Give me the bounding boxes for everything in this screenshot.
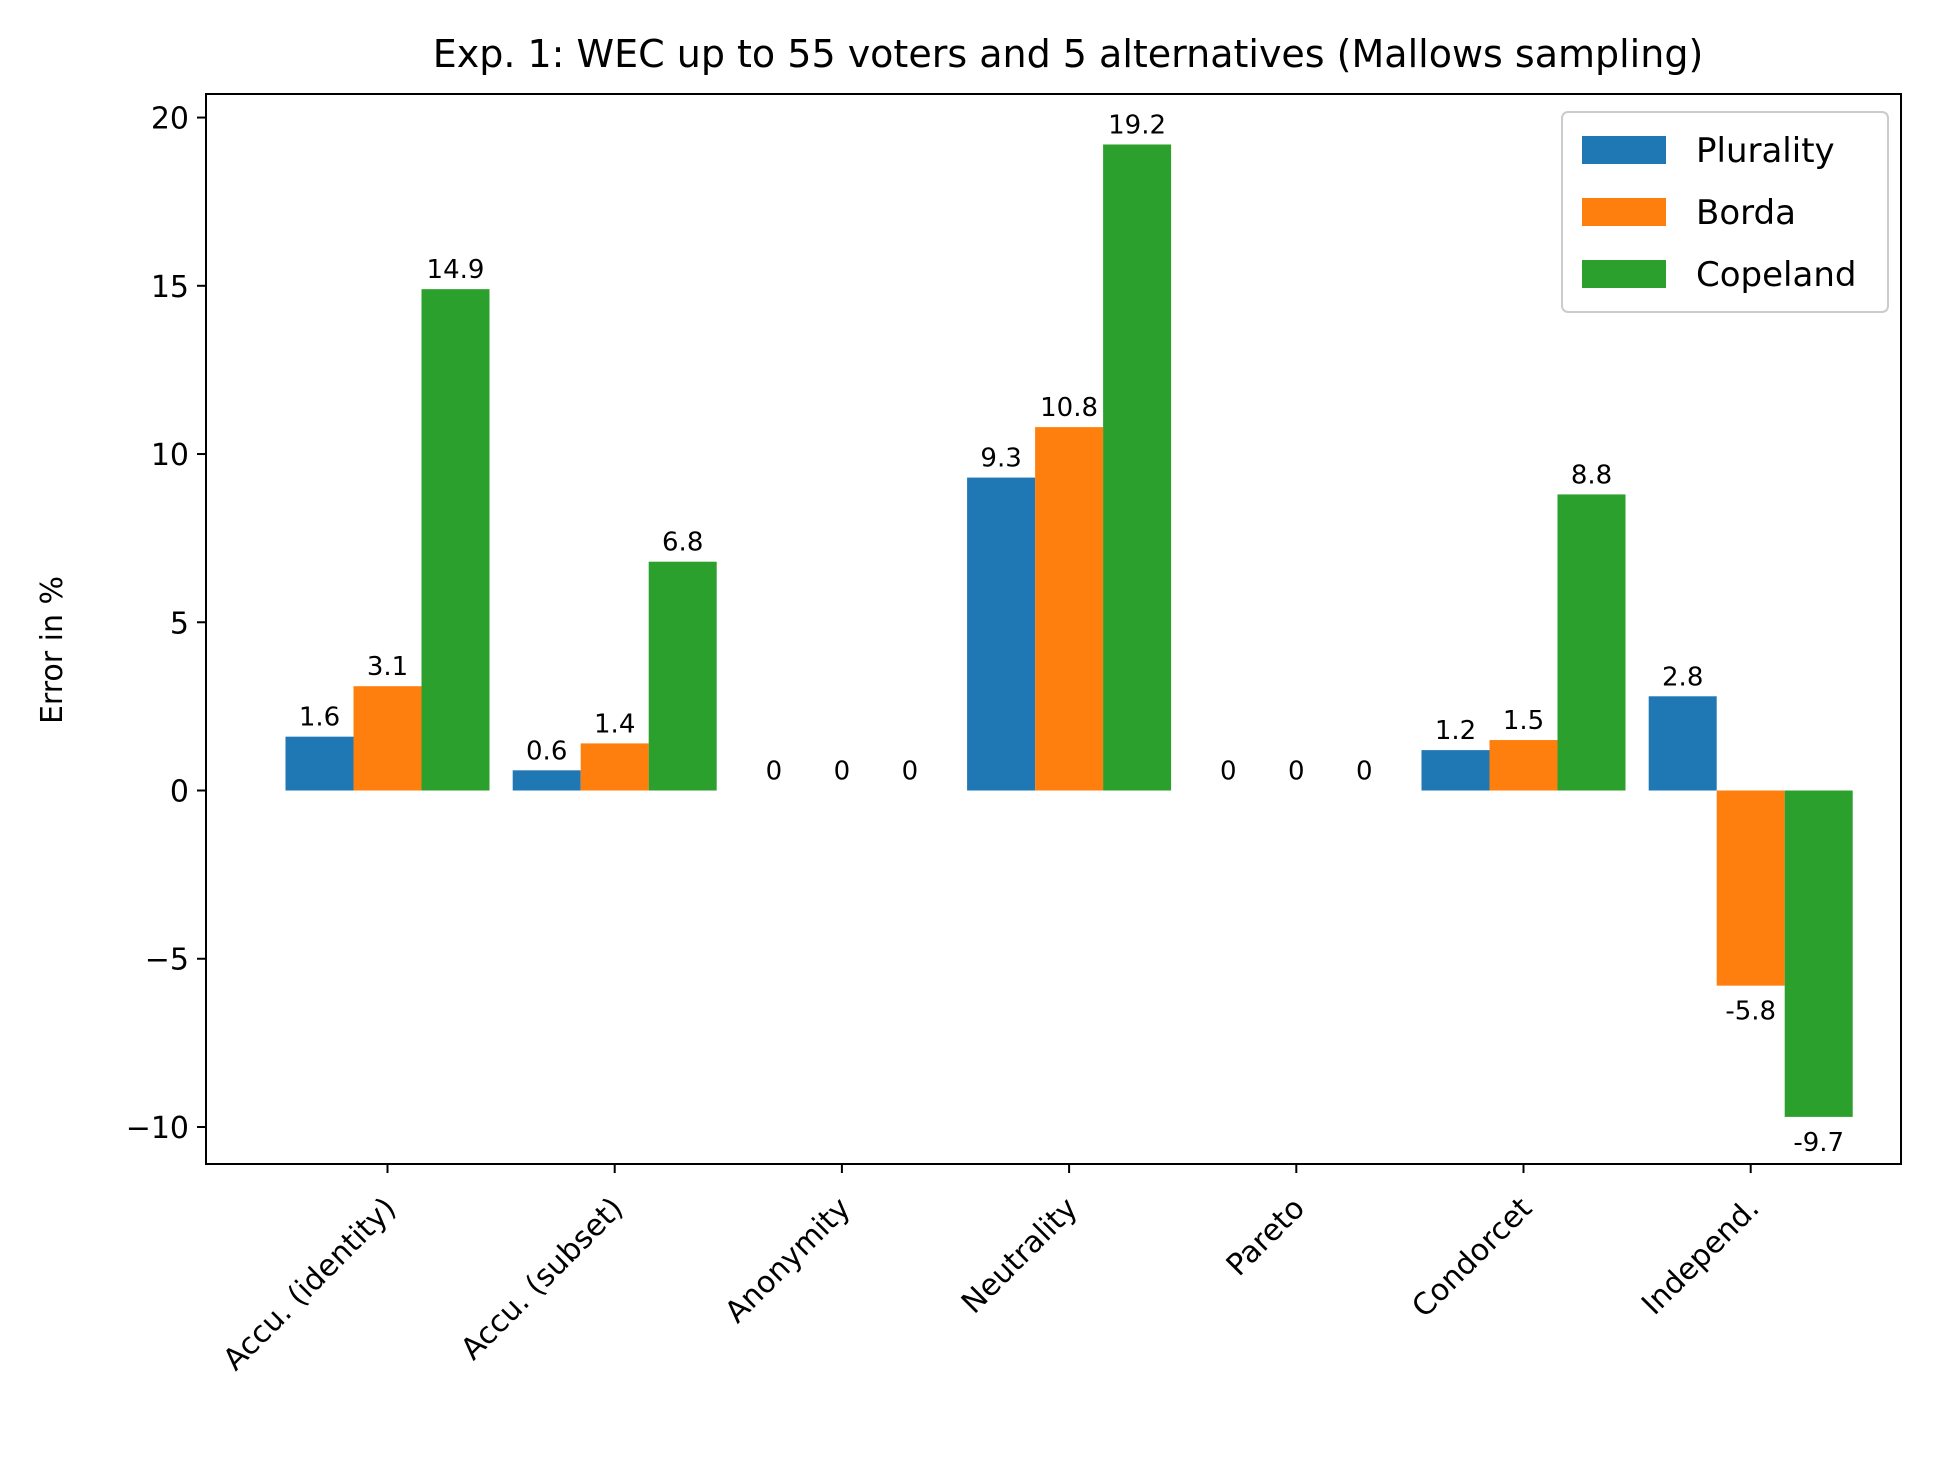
value-label-copeland-pareto: 0 [1356, 757, 1373, 787]
value-label-borda-accu-subset: 1.4 [594, 709, 635, 739]
bar-copeland-accu-identity [421, 289, 490, 791]
value-label-borda-independ: -5.8 [1725, 997, 1776, 1027]
bar-plurality-neutrality [967, 477, 1036, 791]
legend-label-borda: Borda [1696, 193, 1796, 233]
value-label-plurality-anonymity: 0 [766, 757, 783, 787]
legend: Plurality Borda Copeland [1561, 111, 1889, 313]
value-label-plurality-pareto: 0 [1220, 757, 1237, 787]
y-tick-label: 10 [151, 438, 189, 473]
bar-borda-independ [1716, 790, 1785, 986]
legend-label-copeland: Copeland [1696, 255, 1856, 295]
bar-copeland-accu-subset [648, 561, 717, 791]
bar-borda-accu-identity [353, 686, 422, 791]
y-tick-label: 5 [170, 606, 189, 641]
value-label-copeland-independ: -9.7 [1793, 1128, 1844, 1158]
value-label-borda-condorcet: 1.5 [1503, 706, 1544, 736]
value-label-copeland-anonymity: 0 [902, 757, 919, 787]
value-labels-group: 1.6 0.6 0 9.3 0 1.2 2.8 3.1 1.4 0 10.8 0 1.5 -5.8 14.9… [299, 110, 1844, 1157]
legend-label-plurality: Plurality [1696, 131, 1835, 171]
bar-borda-condorcet [1489, 740, 1558, 791]
bar-copeland-neutrality [1103, 144, 1172, 791]
value-label-plurality-independ: 2.8 [1662, 662, 1703, 692]
plot-frame [205, 93, 1902, 1165]
y-tick-label: 0 [170, 775, 189, 810]
value-label-borda-accu-identity: 3.1 [367, 652, 408, 682]
value-label-borda-neutrality: 10.8 [1040, 393, 1098, 423]
legend-swatch-borda [1582, 198, 1666, 226]
bar-plurality-independ [1648, 696, 1717, 791]
value-label-borda-pareto: 0 [1288, 757, 1305, 787]
legend-swatch-copeland [1582, 260, 1666, 288]
value-label-plurality-neutrality: 9.3 [980, 444, 1021, 474]
value-label-copeland-neutrality: 19.2 [1108, 110, 1166, 140]
y-tick-label: 15 [151, 270, 189, 305]
y-axis-label: Error in % [35, 576, 70, 724]
value-label-plurality-condorcet: 1.2 [1435, 716, 1476, 746]
y-tick-label: −5 [145, 943, 189, 978]
y-tick-label: −10 [126, 1111, 189, 1146]
value-label-copeland-condorcet: 8.8 [1571, 460, 1612, 490]
bar-copeland-condorcet [1557, 494, 1626, 791]
bars-group [285, 144, 1853, 1117]
value-label-copeland-accu-subset: 6.8 [662, 528, 703, 558]
legend-swatch-plurality [1582, 136, 1666, 164]
bar-plurality-accu-identity [285, 736, 354, 791]
y-tick-label: 20 [151, 102, 189, 137]
value-label-plurality-accu-subset: 0.6 [526, 736, 567, 766]
value-label-plurality-accu-identity: 1.6 [299, 703, 340, 733]
bar-copeland-independ [1784, 790, 1853, 1117]
bar-borda-accu-subset [580, 743, 649, 791]
chart-title: Exp. 1: WEC up to 55 voters and 5 altern… [433, 32, 1704, 76]
value-label-borda-anonymity: 0 [834, 757, 851, 787]
value-label-copeland-accu-identity: 14.9 [427, 255, 485, 285]
bar-borda-neutrality [1035, 427, 1104, 791]
bar-plurality-accu-subset [512, 770, 581, 791]
bar-plurality-condorcet [1421, 750, 1490, 791]
y-axis: −10 −5 0 5 10 15 20 [126, 102, 206, 1146]
